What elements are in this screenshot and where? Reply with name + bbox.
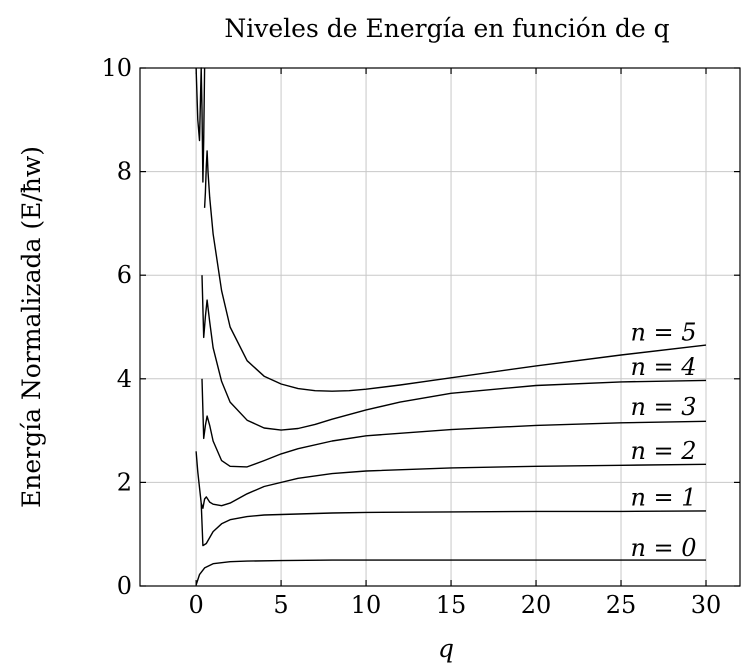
- series-line-n-4: [201, 275, 707, 431]
- x-tick-label: 0: [188, 591, 203, 619]
- series-line-n-1: [200, 503, 707, 547]
- curve-label: n = 0: [630, 534, 696, 562]
- y-tick-label: 10: [101, 54, 132, 82]
- series-line-cusp: [195, 67, 206, 183]
- curve-label: n = 3: [630, 393, 696, 421]
- curve-labels: n = 0 n = 1 n = 2 n = 3 n = 4 n = 5: [630, 318, 696, 561]
- axis-ticks: 0 5 10 15 20 25 30 0 2 4 6 8 10: [101, 54, 740, 619]
- series-line-n-0: [195, 559, 706, 586]
- chart-title: Niveles de Energía en función de q: [224, 14, 669, 43]
- series-line-n-5: [203, 150, 707, 392]
- y-tick-label: 0: [117, 572, 132, 600]
- x-tick-label: 5: [273, 591, 288, 619]
- curve-label: n = 4: [630, 353, 696, 381]
- x-tick-label: 30: [691, 591, 722, 619]
- curve-label: n = 1: [630, 484, 696, 512]
- x-tick-label: 20: [521, 591, 552, 619]
- y-tick-label: 4: [117, 365, 132, 393]
- series-line-n-3: [201, 378, 707, 468]
- energy-curves: [195, 67, 707, 586]
- y-tick-label: 6: [117, 261, 132, 289]
- curve-label: n = 5: [630, 318, 696, 346]
- curve-label: n = 2: [630, 437, 696, 465]
- series-line-n-2: [195, 451, 707, 509]
- y-axis-label: Energía Normalizada (E/ħw): [17, 146, 46, 508]
- x-axis-label: q: [438, 634, 454, 663]
- plot-frame: [139, 67, 741, 587]
- y-tick-label: 8: [117, 158, 132, 186]
- x-tick-label: 25: [606, 591, 637, 619]
- x-tick-label: 10: [351, 591, 382, 619]
- y-tick-label: 2: [117, 468, 132, 496]
- x-tick-label: 15: [436, 591, 467, 619]
